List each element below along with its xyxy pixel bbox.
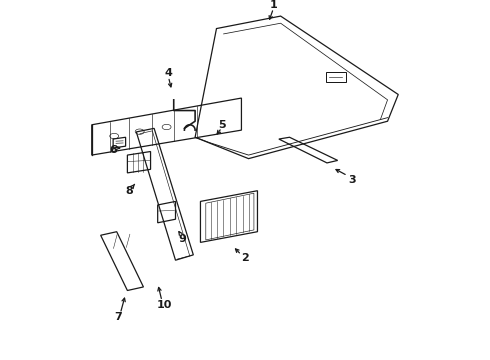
Text: 1: 1: [270, 0, 277, 10]
Text: 9: 9: [179, 234, 187, 244]
Text: 2: 2: [241, 253, 249, 264]
Text: 8: 8: [125, 186, 133, 196]
Text: 5: 5: [218, 120, 226, 130]
Text: 6: 6: [109, 145, 117, 155]
Text: 4: 4: [165, 68, 172, 78]
Text: 7: 7: [115, 312, 122, 322]
Text: 3: 3: [348, 175, 356, 185]
Text: 10: 10: [157, 300, 172, 310]
